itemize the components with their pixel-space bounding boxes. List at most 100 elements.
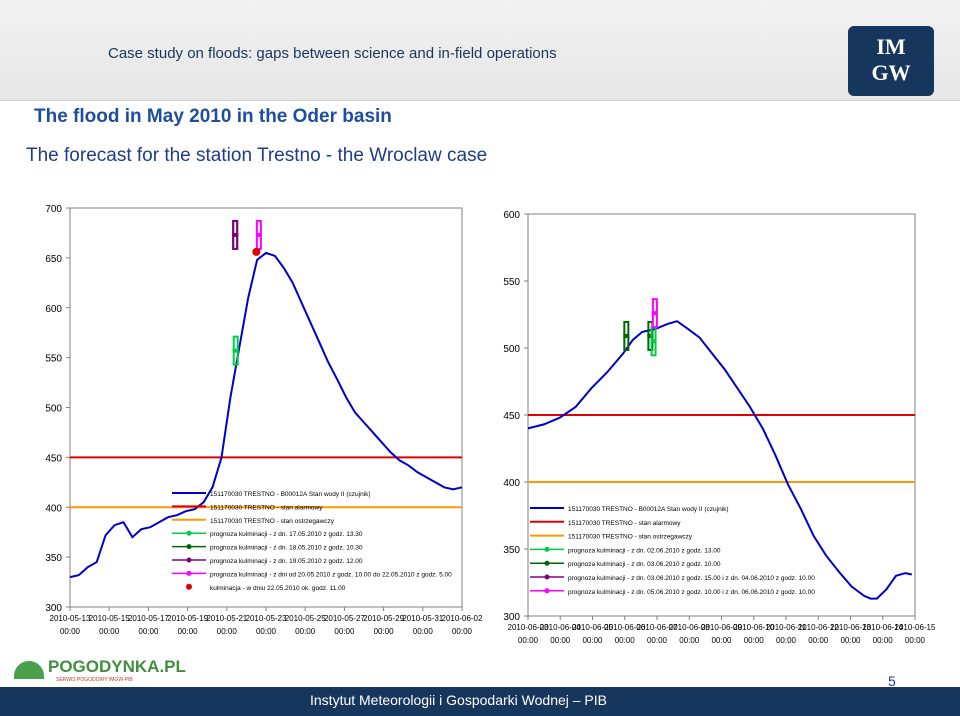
forecast-marker-center	[647, 333, 654, 338]
legend-label: prognoza kulminacji - z dn. 18.05.2010 z…	[210, 545, 363, 552]
y-tick-label: 550	[45, 354, 62, 365]
x-tick-time: 00:00	[550, 636, 571, 645]
x-tick-date: 2010-05-13	[50, 614, 91, 623]
x-tick-time: 00:00	[374, 627, 395, 636]
legend-label: prognoza kulminacji - z dni od 20.05.201…	[210, 571, 452, 578]
x-tick-date: 2010-05-21	[206, 614, 247, 623]
legend-label: prognoza kulminacji - z dn. 03.06.2010 z…	[568, 575, 815, 582]
y-tick-label: 400	[45, 503, 62, 514]
y-tick-label: 500	[503, 344, 520, 355]
pogodynka-name: POGODYNKA.PL	[48, 657, 186, 676]
y-tick-label: 350	[45, 553, 62, 564]
x-tick-date: 2010-06-13	[830, 623, 871, 632]
legend-label: 151170030 TRESTNO - stan alarmowy	[568, 520, 681, 527]
forecast-marker-center	[232, 232, 239, 237]
legend-label: prognoza kulminacji - z dn. 02.06.2010 z…	[568, 547, 721, 554]
x-tick-time: 00:00	[138, 627, 159, 636]
legend-label: 151170030 TRESTNO - stan alarmowy	[210, 504, 323, 511]
slide-title: The flood in May 2010 in the Oder basin	[34, 106, 392, 127]
plot-area	[69, 207, 463, 608]
x-tick-date: 2010-06-12	[798, 623, 839, 632]
logo-line1: IM	[876, 34, 906, 59]
x-tick-time: 00:00	[744, 636, 765, 645]
x-tick-time: 00:00	[99, 627, 120, 636]
legend-swatch-dot	[186, 544, 192, 550]
page-number: 5	[888, 673, 896, 689]
y-tick-label: 400	[503, 478, 520, 489]
x-tick-date: 2010-06-02	[442, 614, 483, 623]
legend-swatch-dot	[544, 560, 550, 566]
x-tick-date: 2010-05-23	[246, 614, 287, 623]
legend-label: kulminacja - w dniu 22.05.2010 ok. godz.…	[210, 585, 346, 592]
x-tick-date: 2010-05-31	[402, 614, 443, 623]
legend-swatch-dot	[186, 557, 192, 563]
x-tick-time: 00:00	[679, 636, 700, 645]
legend-label: 151170030 TRESTNO - B00012A Stan wody II…	[210, 491, 371, 498]
y-tick-label: 600	[503, 210, 520, 221]
x-tick-date: 2010-06-05	[572, 623, 613, 632]
forecast-marker-center	[232, 348, 239, 353]
legend-label: prognoza kulminacji - z dn. 17.05.2010 z…	[210, 531, 363, 538]
legend-label: 151170030 TRESTNO - stan ostrzegawczy	[210, 518, 335, 525]
header-bar	[0, 0, 960, 101]
pogodynka-sub: SERWIS POGODOWY IMGW-PIB	[56, 677, 133, 683]
x-tick-time: 00:00	[711, 636, 732, 645]
imgw-logo: IM GW	[848, 26, 934, 96]
y-tick-label: 350	[503, 545, 520, 556]
x-tick-date: 2010-06-04	[540, 623, 581, 632]
x-tick-time: 00:00	[518, 636, 539, 645]
x-tick-time: 00:00	[334, 627, 355, 636]
y-tick-label: 700	[45, 204, 62, 215]
x-tick-date: 2010-05-17	[128, 614, 169, 623]
x-tick-date: 2010-06-08	[669, 623, 710, 632]
slide-subtitle: The forecast for the station Trestno - t…	[26, 145, 488, 166]
legend-swatch	[186, 583, 192, 590]
x-tick-date: 2010-06-14	[862, 623, 903, 632]
legend-swatch-dot	[186, 530, 192, 536]
legend-label: prognoza kulminacji - z dn. 19.05.2010 z…	[210, 558, 363, 565]
legend-label: 151170030 TRESTNO - B00012A Stan wody II…	[568, 506, 729, 513]
forecast-marker-center	[650, 339, 657, 344]
x-tick-time: 00:00	[615, 636, 636, 645]
legend-label: 151170030 TRESTNO - stan ostrzegawczy	[568, 534, 693, 541]
logo-line2: GW	[871, 60, 911, 85]
forecast-marker-center	[623, 333, 630, 338]
x-tick-time: 00:00	[582, 636, 603, 645]
x-tick-time: 00:00	[217, 627, 238, 636]
x-tick-date: 2010-05-25	[285, 614, 326, 623]
legend-label: prognoza kulminacji - z dn. 03.06.2010 z…	[568, 561, 721, 568]
forecast-marker-center	[651, 311, 658, 316]
x-tick-date: 2010-06-15	[895, 623, 936, 632]
header-title: Case study on floods: gaps between scien…	[108, 45, 557, 62]
x-tick-date: 2010-06-11	[766, 623, 807, 632]
legend-swatch-dot	[544, 574, 550, 580]
x-tick-time: 00:00	[452, 627, 473, 636]
water-level-line	[69, 251, 463, 579]
x-tick-time: 00:00	[776, 636, 797, 645]
legend-label: prognoza kulminacji - z dn. 05.06.2010 z…	[568, 589, 815, 596]
x-tick-date: 2010-06-03	[508, 623, 549, 632]
footer-bar	[0, 687, 960, 716]
y-tick-label: 300	[503, 612, 520, 623]
y-tick-label: 600	[45, 304, 62, 315]
y-tick-label: 450	[45, 453, 62, 464]
y-tick-label: 500	[45, 404, 62, 415]
x-tick-time: 00:00	[840, 636, 861, 645]
x-tick-time: 00:00	[295, 627, 316, 636]
x-tick-time: 00:00	[178, 627, 199, 636]
y-tick-label: 550	[503, 277, 520, 288]
x-tick-time: 00:00	[60, 627, 81, 636]
footer-institute: Instytut Meteorologii i Gospodarki Wodne…	[310, 692, 608, 708]
x-tick-date: 2010-06-07	[637, 623, 678, 632]
legend-swatch-dot	[544, 546, 550, 552]
forecast-marker-center	[255, 232, 262, 237]
x-tick-time: 00:00	[647, 636, 668, 645]
legend-swatch-dot	[186, 570, 192, 576]
x-tick-date: 2010-05-19	[167, 614, 208, 623]
pogodynka-mark	[14, 661, 44, 679]
y-tick-label: 650	[45, 254, 62, 265]
x-tick-date: 2010-06-09	[701, 623, 742, 632]
x-tick-time: 00:00	[808, 636, 829, 645]
x-tick-date: 2010-05-15	[89, 614, 130, 623]
y-tick-label: 300	[45, 603, 62, 614]
